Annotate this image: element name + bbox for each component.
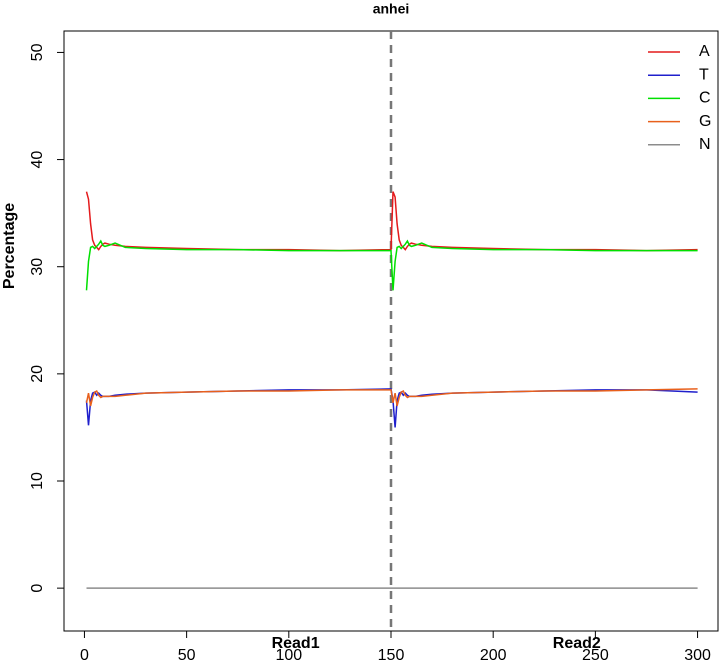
series-line (85, 239, 698, 291)
series-line (85, 388, 698, 407)
x-tick-label: 100 (275, 647, 302, 662)
read-label: Read1 (272, 635, 320, 652)
legend-label: C (699, 90, 711, 107)
y-tick-label: 40 (29, 151, 46, 169)
y-tick-label: 20 (29, 365, 46, 383)
legend-label: G (699, 113, 711, 130)
y-tick-label: 50 (29, 43, 46, 61)
y-axis-label: Percentage (1, 203, 18, 289)
x-tick-label: 200 (480, 647, 507, 662)
y-tick-label: 10 (29, 472, 46, 490)
x-tick-label: 150 (378, 647, 405, 662)
y-tick-label: 0 (29, 584, 46, 593)
x-tick-label: 0 (80, 647, 89, 662)
x-tick-label: 250 (582, 647, 609, 662)
legend-label: N (699, 136, 711, 153)
x-tick-label: 50 (178, 647, 196, 662)
legend-label: A (699, 43, 710, 60)
x-tick-label: 300 (684, 647, 711, 662)
legend-label: T (699, 66, 709, 83)
chart-title: anhei (373, 1, 410, 17)
read-label: Read2 (553, 635, 601, 652)
y-tick-label: 30 (29, 258, 46, 276)
